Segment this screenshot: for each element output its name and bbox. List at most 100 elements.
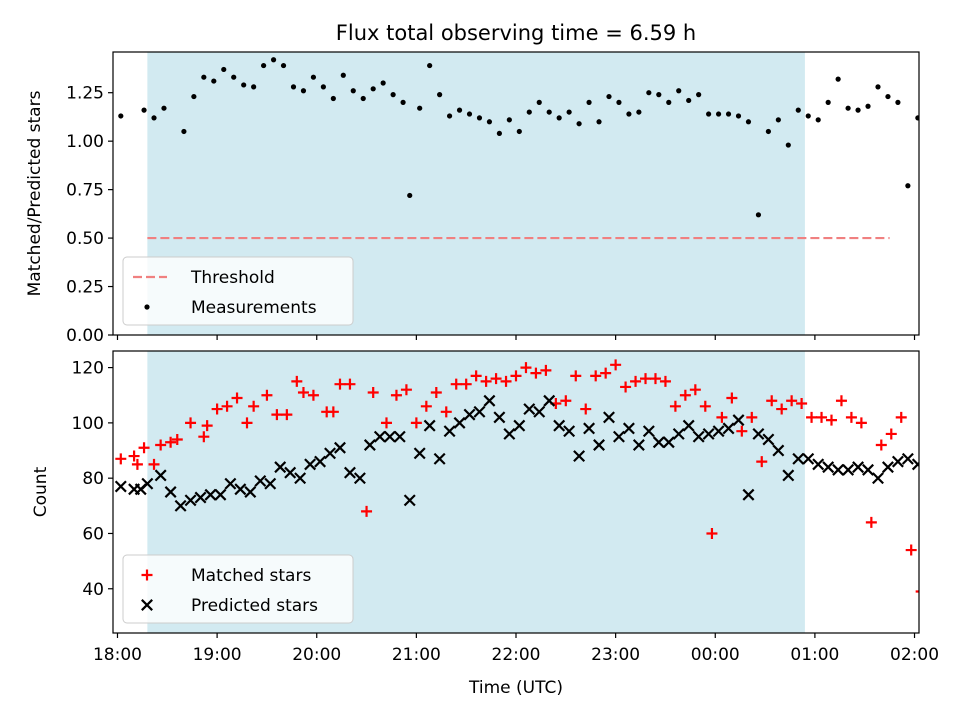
data-point bbox=[905, 183, 911, 189]
data-marker bbox=[946, 545, 957, 556]
x-tick-label: 01:00 bbox=[790, 645, 839, 665]
data-point bbox=[945, 210, 950, 215]
data-marker bbox=[699, 400, 711, 412]
data-point bbox=[496, 130, 502, 137]
data-marker bbox=[825, 414, 837, 426]
data-point bbox=[446, 113, 453, 119]
data-marker bbox=[891, 455, 904, 468]
data-point bbox=[161, 105, 167, 111]
data-point bbox=[506, 117, 512, 123]
data-marker bbox=[373, 430, 386, 443]
legend: Threshold Measurements bbox=[122, 256, 354, 326]
data-marker bbox=[334, 441, 346, 454]
data-marker bbox=[390, 389, 402, 401]
data-point bbox=[805, 113, 811, 119]
data-marker bbox=[214, 488, 227, 501]
data-point bbox=[606, 93, 612, 100]
data-marker bbox=[533, 405, 546, 418]
data-marker bbox=[806, 411, 818, 423]
data-marker bbox=[520, 362, 532, 374]
data-marker bbox=[766, 395, 778, 407]
data-point bbox=[666, 99, 672, 105]
legend-label: Threshold bbox=[190, 268, 275, 288]
chart-title: Flux total observing time = 6.59 h bbox=[336, 21, 696, 45]
x-axis: 18:00 19:00 20:00 21:00 22:00 23:00 00:00 01:00… bbox=[93, 633, 939, 665]
data-marker bbox=[204, 488, 217, 501]
data-marker bbox=[493, 411, 506, 424]
data-marker bbox=[413, 447, 426, 460]
data-marker bbox=[231, 392, 243, 404]
data-marker bbox=[343, 466, 356, 479]
data-marker bbox=[580, 403, 592, 415]
data-marker bbox=[420, 400, 432, 412]
data-point bbox=[825, 99, 831, 105]
data-point bbox=[676, 88, 682, 94]
data-marker bbox=[155, 439, 167, 451]
data-marker bbox=[241, 417, 253, 429]
data-point bbox=[626, 111, 632, 117]
data-marker bbox=[363, 439, 376, 451]
data-marker bbox=[274, 461, 287, 474]
data-marker bbox=[933, 456, 943, 466]
data-marker bbox=[923, 454, 933, 464]
data-marker bbox=[702, 427, 715, 440]
data-marker bbox=[782, 469, 795, 482]
data-point bbox=[211, 78, 217, 84]
data-marker bbox=[430, 386, 442, 398]
data-marker bbox=[560, 395, 572, 407]
data-marker bbox=[450, 378, 462, 390]
data-marker bbox=[716, 411, 728, 423]
data-point bbox=[616, 99, 622, 105]
data-point bbox=[270, 57, 277, 63]
data-marker bbox=[649, 373, 661, 385]
y-tick-label: 120 bbox=[72, 359, 104, 379]
data-point bbox=[536, 99, 542, 105]
data-point bbox=[546, 109, 552, 115]
y-tick-label: 80 bbox=[82, 469, 104, 489]
data-marker bbox=[672, 427, 685, 440]
data-marker bbox=[271, 409, 283, 421]
data-point bbox=[486, 119, 493, 125]
data-point bbox=[191, 93, 197, 100]
data-marker bbox=[221, 400, 233, 412]
x-tick-label: 22:00 bbox=[492, 645, 541, 665]
x-tick-label: 02:00 bbox=[890, 645, 939, 665]
data-marker bbox=[334, 378, 346, 390]
data-point bbox=[636, 109, 642, 115]
data-point bbox=[815, 117, 821, 123]
data-point bbox=[360, 95, 366, 102]
data-point bbox=[795, 107, 801, 113]
data-point bbox=[845, 105, 851, 111]
data-point bbox=[855, 107, 861, 113]
data-marker bbox=[281, 409, 293, 421]
data-point bbox=[407, 192, 413, 199]
data-marker bbox=[165, 436, 177, 448]
data-marker bbox=[722, 422, 735, 435]
x-tick-label: 00:00 bbox=[691, 645, 740, 665]
data-point bbox=[735, 113, 742, 119]
data-marker bbox=[297, 386, 309, 398]
data-marker bbox=[327, 406, 339, 418]
data-marker bbox=[403, 494, 416, 507]
data-marker bbox=[796, 398, 808, 410]
data-marker bbox=[453, 416, 466, 429]
data-marker bbox=[185, 417, 197, 429]
data-point bbox=[350, 88, 356, 94]
x-axis-label: Time (UTC) bbox=[468, 678, 563, 698]
data-point bbox=[466, 111, 473, 117]
data-marker bbox=[361, 505, 373, 517]
data-marker bbox=[367, 386, 379, 398]
data-marker bbox=[689, 384, 701, 396]
data-marker bbox=[776, 403, 788, 415]
data-marker bbox=[662, 436, 675, 449]
data-layer bbox=[118, 57, 950, 240]
y-axis: 0.00 0.25 0.50 0.75 1.00 1.25 bbox=[66, 84, 113, 346]
data-point bbox=[390, 92, 396, 98]
data-marker bbox=[171, 433, 183, 445]
data-point bbox=[516, 128, 522, 135]
data-marker bbox=[832, 463, 845, 476]
data-marker bbox=[523, 403, 536, 416]
x-tick-label: 18:00 bbox=[93, 645, 142, 665]
data-marker bbox=[706, 527, 718, 539]
